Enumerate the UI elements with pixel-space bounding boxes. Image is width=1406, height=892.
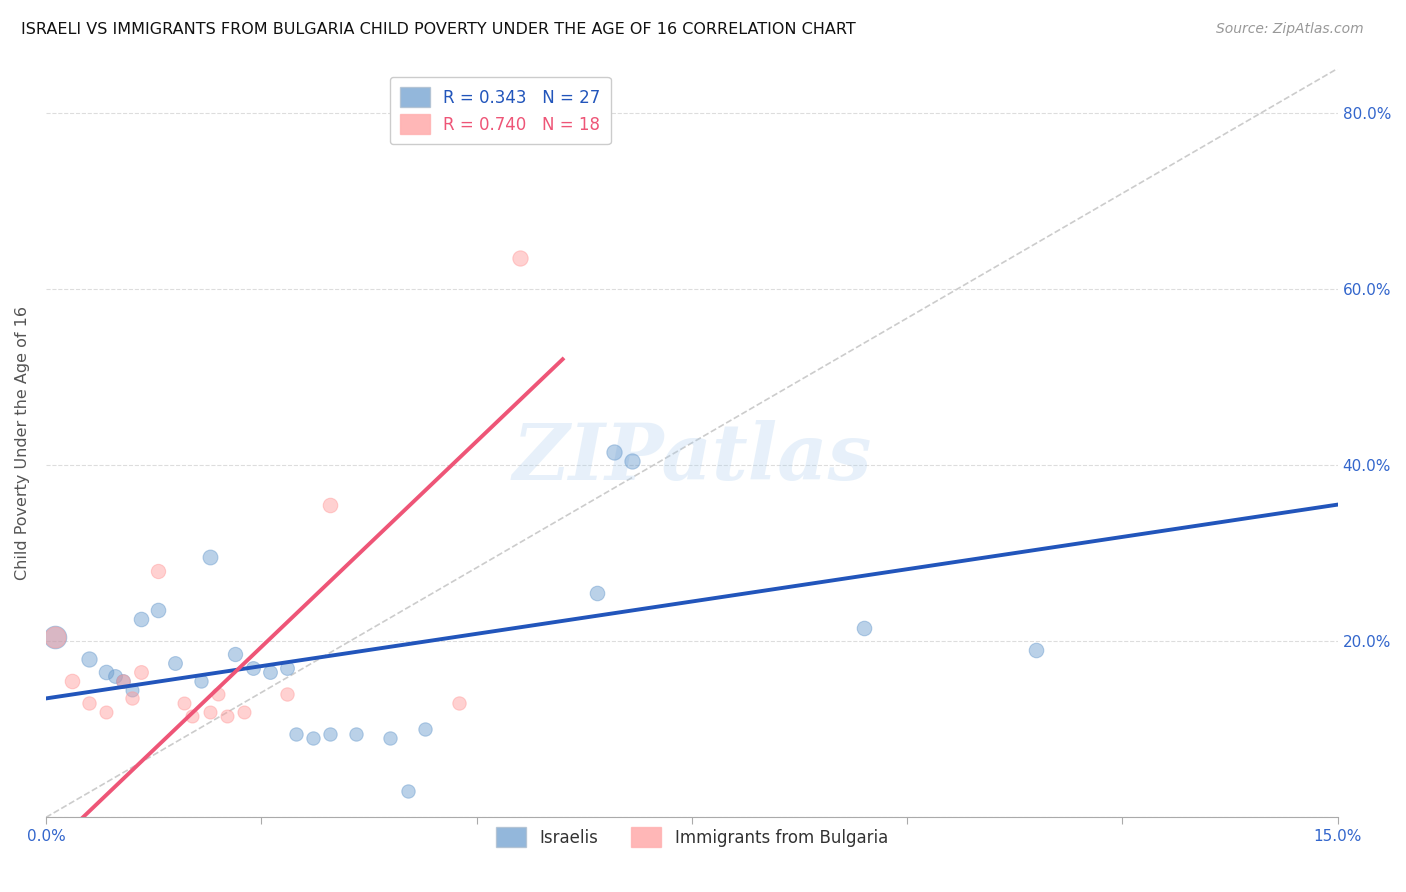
Point — [96, 705, 118, 719]
Point — [215, 709, 238, 723]
Point — [1025, 643, 1047, 657]
Point — [319, 726, 342, 740]
Point — [104, 669, 127, 683]
Point — [190, 673, 212, 688]
Point — [224, 648, 246, 662]
Text: Source: ZipAtlas.com: Source: ZipAtlas.com — [1216, 22, 1364, 37]
Point — [181, 709, 204, 723]
Point — [284, 726, 307, 740]
Point — [259, 665, 281, 679]
Point — [129, 665, 152, 679]
Point — [396, 784, 419, 798]
Point — [96, 665, 118, 679]
Point — [44, 630, 66, 644]
Legend: Israelis, Immigrants from Bulgaria: Israelis, Immigrants from Bulgaria — [489, 821, 894, 854]
Point — [77, 696, 100, 710]
Point — [242, 660, 264, 674]
Point — [112, 673, 135, 688]
Point — [112, 673, 135, 688]
Point — [233, 705, 256, 719]
Point — [276, 687, 298, 701]
Point — [449, 696, 471, 710]
Point — [60, 673, 83, 688]
Point — [121, 682, 143, 697]
Point — [165, 656, 187, 670]
Point — [413, 723, 436, 737]
Point — [276, 660, 298, 674]
Text: ZIPatlas: ZIPatlas — [512, 419, 872, 496]
Point — [146, 603, 169, 617]
Point — [853, 621, 876, 635]
Point — [207, 687, 229, 701]
Point — [198, 705, 221, 719]
Point — [620, 453, 643, 467]
Point — [344, 726, 367, 740]
Point — [509, 251, 531, 265]
Y-axis label: Child Poverty Under the Age of 16: Child Poverty Under the Age of 16 — [15, 306, 30, 580]
Point — [603, 444, 626, 458]
Point — [198, 550, 221, 565]
Point — [129, 612, 152, 626]
Text: ISRAELI VS IMMIGRANTS FROM BULGARIA CHILD POVERTY UNDER THE AGE OF 16 CORRELATIO: ISRAELI VS IMMIGRANTS FROM BULGARIA CHIL… — [21, 22, 856, 37]
Point — [146, 564, 169, 578]
Point — [121, 691, 143, 706]
Point — [319, 498, 342, 512]
Point — [77, 652, 100, 666]
Point — [302, 731, 325, 745]
Point — [44, 630, 66, 644]
Point — [173, 696, 195, 710]
Point — [586, 585, 609, 599]
Point — [380, 731, 402, 745]
